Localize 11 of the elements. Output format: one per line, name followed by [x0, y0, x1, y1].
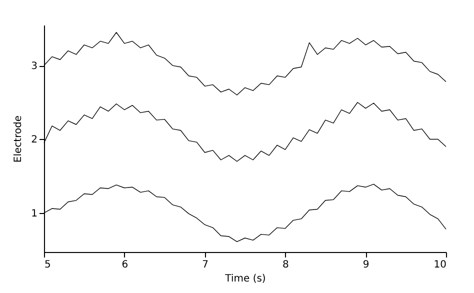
x-tick-label: 9 — [362, 260, 370, 270]
x-tick-label: 6 — [122, 260, 128, 270]
x-tick-label: 8 — [282, 260, 289, 270]
x-axis-title: Time (s) — [224, 274, 266, 284]
y-tick-label: 3 — [31, 61, 38, 72]
y-tick-label: 1 — [31, 208, 38, 220]
y-tick-label: 2 — [31, 134, 38, 146]
x-tick-label: 5 — [44, 260, 51, 270]
x-tick-label: 7 — [202, 260, 208, 270]
y-axis-title: Electrode — [13, 115, 24, 163]
x-tick-label: 10 — [434, 260, 446, 270]
